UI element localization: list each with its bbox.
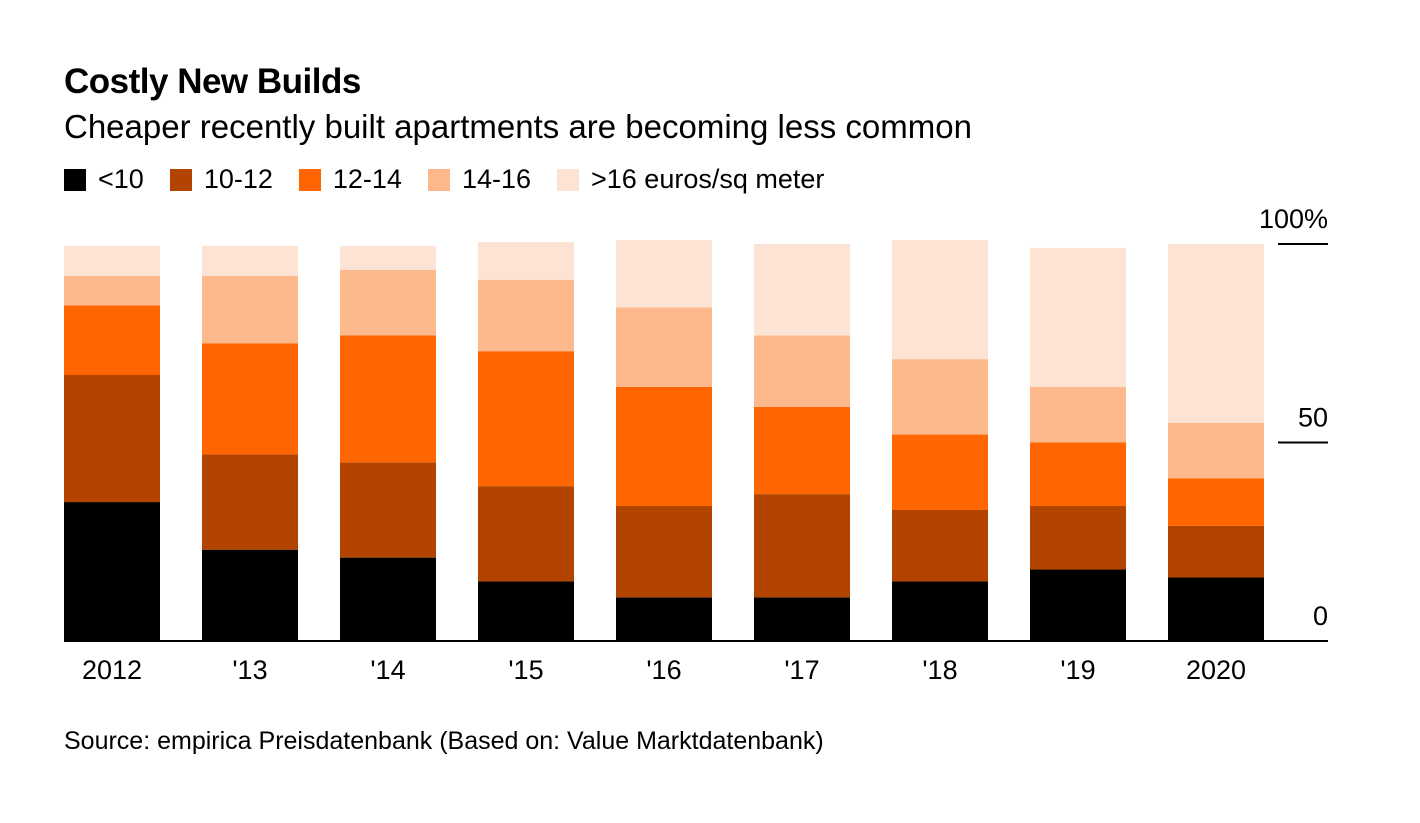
bar-segment: [1168, 577, 1264, 641]
bar-segment: [202, 343, 298, 455]
bar-segment: [64, 305, 160, 376]
chart-subtitle: Cheaper recently built apartments are be…: [64, 108, 972, 145]
legend-label: 12-14: [332, 164, 402, 194]
x-tick-label: '19: [1060, 655, 1095, 685]
legend-label: >16 euros/sq meter: [591, 164, 825, 194]
source-note: Source: empirica Preisdatenbank (Based o…: [64, 727, 824, 755]
bar-segment: [892, 240, 988, 360]
legend-label: 14-16: [461, 164, 531, 194]
bar-segment: [340, 462, 436, 558]
bar-segment: [478, 242, 574, 280]
legend-item-gt16: >16 euros/sq meter: [557, 164, 824, 195]
bar-segment: [616, 506, 712, 598]
bar-segment: [1168, 244, 1264, 423]
x-tick-label: '15: [508, 655, 543, 685]
bar-segment: [64, 502, 160, 641]
bar-segment: [1168, 478, 1264, 526]
bar-segment: [202, 245, 298, 276]
bar-segment: [1030, 569, 1126, 641]
bar-segment: [64, 375, 160, 503]
bar-segment: [202, 454, 298, 550]
legend-swatch: [427, 168, 450, 191]
bar-segment: [892, 434, 988, 510]
legend-swatch: [298, 168, 321, 191]
bar-segment: [892, 359, 988, 435]
bar-segment: [754, 494, 850, 598]
bar-segment: [1030, 506, 1126, 570]
bar-segment: [64, 245, 160, 276]
bar-segment: [340, 557, 436, 641]
x-tick-label: '17: [784, 655, 819, 685]
bar-segment: [892, 509, 988, 582]
bar-segment: [754, 406, 850, 495]
y-tick-label: 0: [1313, 601, 1328, 631]
x-tick-label: '16: [646, 655, 681, 685]
bar-segment: [478, 351, 574, 487]
legend-label: 10-12: [203, 164, 273, 194]
chart-title: Costly New Builds: [64, 62, 361, 101]
legend-label: <10: [98, 164, 144, 194]
legend-item-12-14: 12-14: [298, 164, 402, 195]
bar-segment: [616, 307, 712, 387]
bar-segment: [616, 240, 712, 308]
x-tick-label: '13: [232, 655, 267, 685]
bar-segment: [892, 581, 988, 641]
x-tick-label: 2012: [82, 655, 142, 685]
bar-segment: [64, 275, 160, 306]
legend-swatch: [557, 168, 579, 191]
bar-segment: [1168, 525, 1264, 578]
x-tick-label: '18: [922, 655, 957, 685]
bar-segment: [1168, 422, 1264, 479]
bar-segment: [340, 335, 436, 463]
bar-segment: [754, 597, 850, 641]
y-tick-label: 100%: [1259, 204, 1328, 234]
bar-segment: [616, 386, 712, 507]
bar-segment: [202, 275, 298, 344]
bar-segment: [1030, 247, 1126, 387]
legend-item-14-16: 14-16: [427, 164, 531, 195]
x-tick-label: 2020: [1186, 655, 1246, 685]
bar-segment: [754, 335, 850, 407]
bar-segment: [1030, 442, 1126, 507]
bar-segment: [1030, 386, 1126, 443]
bar-segment: [754, 244, 850, 336]
bar-segment: [616, 597, 712, 641]
legend-swatch: [169, 168, 192, 191]
bar-segment: [478, 279, 574, 352]
bar-segment: [478, 581, 574, 641]
legend-item-lt10: <10: [64, 164, 144, 195]
legend-swatch: [64, 168, 86, 191]
legend: <10 10-12 12-14 14-16 >16 euros/sq meter: [64, 164, 850, 195]
x-tick-label: '14: [370, 655, 405, 685]
legend-item-10-12: 10-12: [169, 164, 273, 195]
bar-segment: [202, 549, 298, 641]
bar-segment: [340, 269, 436, 336]
y-tick-label: 50: [1298, 403, 1328, 433]
bar-segment: [340, 245, 436, 270]
bar-segment: [478, 486, 574, 582]
